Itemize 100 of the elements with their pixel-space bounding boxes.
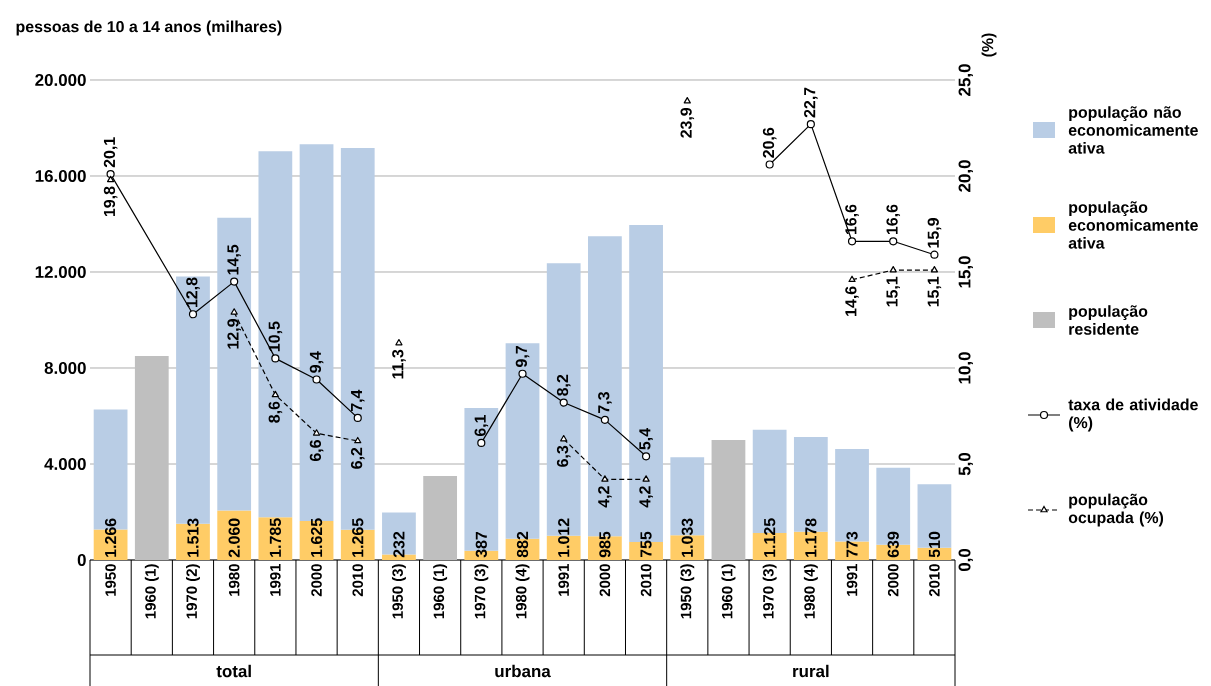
point — [559, 398, 568, 407]
y2-tick-label: 20,0 — [958, 160, 973, 192]
point — [889, 265, 897, 273]
data-label: 9,4 — [309, 351, 324, 373]
data-label: 8,2 — [556, 374, 571, 396]
data-label: 16,6 — [886, 204, 901, 235]
legend-label: população economicamente ativa — [1068, 201, 1198, 249]
data-label: 755 — [640, 531, 652, 558]
point — [930, 250, 939, 259]
data-label: 11,3 — [392, 349, 406, 379]
x-tick-label: 2000 — [887, 564, 899, 597]
data-label: 1.178 — [805, 518, 817, 557]
data-label: 6,6 — [309, 440, 324, 462]
data-label: 2.060 — [228, 518, 240, 558]
x-tick-label: 1950 — [105, 564, 116, 596]
point — [930, 265, 939, 273]
data-label: 6,2 — [350, 447, 365, 469]
data-label: 12,8 — [186, 277, 200, 308]
legend-label: população não economicamente ativa — [1068, 106, 1198, 154]
data-label: 1.012 — [558, 518, 570, 557]
data-label: 1.625 — [310, 518, 323, 557]
data-label: 8,6 — [268, 401, 283, 423]
y2-axis-title: (%) — [981, 33, 997, 57]
data-label: 9,7 — [515, 346, 530, 368]
data-label: 23,9 — [680, 107, 695, 138]
data-label: 15,1 — [886, 276, 900, 307]
point — [312, 429, 321, 436]
point — [848, 275, 856, 283]
x-tick-label: 2010 — [929, 564, 940, 597]
point — [395, 338, 403, 346]
data-label: 510 — [928, 531, 941, 558]
x-tick-label: 1950 (3) — [391, 564, 406, 619]
data-label: 639 — [887, 531, 899, 558]
data-label: 12,9 — [227, 319, 241, 349]
data-label: 1.125 — [764, 518, 776, 557]
point — [106, 175, 115, 183]
point — [560, 434, 568, 442]
point — [230, 308, 238, 315]
data-label: 15,9 — [927, 218, 942, 248]
bar — [258, 151, 293, 518]
point — [601, 475, 609, 482]
point — [354, 436, 362, 444]
x-tick-label: 1970 (3) — [762, 564, 777, 619]
point — [353, 413, 362, 423]
data-label: 882 — [516, 531, 529, 558]
data-label: 773 — [846, 531, 858, 558]
y2-tick-label: 15,0 — [958, 256, 973, 288]
y2-tick-label: 5,0 — [958, 452, 973, 476]
x-tick-label: 1950 (3) — [680, 564, 695, 619]
data-label: 1.785 — [269, 518, 281, 557]
point — [600, 415, 609, 424]
data-label: 16,6 — [845, 204, 859, 235]
data-label: 6,3 — [556, 445, 571, 467]
point — [806, 120, 815, 129]
text: total — [216, 664, 251, 678]
data-label: 1.265 — [352, 518, 364, 557]
data-label: 20,6 — [762, 127, 777, 158]
x-tick-label: 1980 — [228, 564, 240, 596]
y-tick-label: 4.000 — [44, 458, 86, 470]
data-label: 1.033 — [681, 518, 693, 557]
x-tick-label: 1991 — [846, 563, 858, 596]
text: urbana — [495, 664, 551, 678]
data-label: 15,1 — [927, 276, 942, 307]
y2-tick-label: 0,0 — [958, 548, 973, 572]
x-tick-label: 2010 — [352, 564, 364, 597]
y-tick-label: 16.000 — [35, 170, 86, 182]
data-label: 19,8 — [103, 186, 118, 217]
x-tick-label: 1970 (3) — [474, 564, 489, 619]
point — [641, 452, 651, 461]
x-tick-label: 1991 — [558, 563, 569, 596]
x-tick-label: 1980 (4) — [803, 564, 818, 619]
point — [847, 237, 857, 246]
point — [477, 438, 486, 447]
x-tick-label: 2010 — [640, 564, 652, 597]
data-label: 20,1 — [103, 137, 118, 168]
x-tick-label: 1980 (4) — [515, 564, 530, 619]
point — [230, 277, 239, 286]
y-tick-label: 8.000 — [44, 362, 86, 374]
x-tick-label: 1970 (2) — [186, 564, 200, 619]
point — [642, 475, 650, 482]
data-label: 1.513 — [187, 518, 199, 557]
data-label: 22,7 — [804, 87, 818, 118]
data-label: 1.266 — [104, 518, 117, 557]
bar — [711, 440, 746, 560]
data-label: 7,3 — [598, 392, 612, 413]
data-label: 14,6 — [845, 286, 859, 316]
x-tick-label: 1960 (1) — [144, 564, 159, 619]
x-tick-label: 1960 (1) — [721, 564, 736, 619]
point — [312, 375, 321, 384]
text: rural — [793, 664, 829, 678]
data-label: 985 — [599, 531, 611, 558]
data-label: 7,4 — [351, 389, 365, 412]
x-tick-label: 1960 (1) — [433, 564, 448, 619]
y-axis-title: pessoas de 10 a 14 anos (milhares) — [16, 20, 282, 36]
data-label: 4,2 — [639, 486, 653, 508]
point — [765, 160, 774, 169]
bar — [134, 356, 169, 560]
y2-tick-label: 25,0 — [958, 64, 973, 96]
x-tick-label: 2000 — [311, 564, 322, 597]
point — [889, 237, 898, 246]
